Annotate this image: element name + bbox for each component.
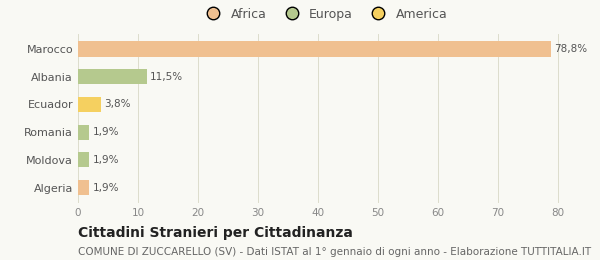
Text: COMUNE DI ZUCCARELLO (SV) - Dati ISTAT al 1° gennaio di ogni anno - Elaborazione: COMUNE DI ZUCCARELLO (SV) - Dati ISTAT a… — [78, 247, 591, 257]
Text: 11,5%: 11,5% — [150, 72, 183, 82]
Bar — [78, 42, 551, 57]
Text: 1,9%: 1,9% — [92, 155, 119, 165]
Bar — [78, 125, 89, 140]
Text: 3,8%: 3,8% — [104, 100, 130, 109]
Legend: Africa, Europa, America: Africa, Europa, America — [196, 3, 452, 26]
Text: 1,9%: 1,9% — [92, 127, 119, 137]
Bar — [78, 69, 147, 84]
Bar — [78, 180, 89, 195]
Bar — [78, 97, 101, 112]
Text: Cittadini Stranieri per Cittadinanza: Cittadini Stranieri per Cittadinanza — [78, 226, 353, 240]
Text: 78,8%: 78,8% — [554, 44, 587, 54]
Bar — [78, 152, 89, 167]
Text: 1,9%: 1,9% — [92, 183, 119, 192]
